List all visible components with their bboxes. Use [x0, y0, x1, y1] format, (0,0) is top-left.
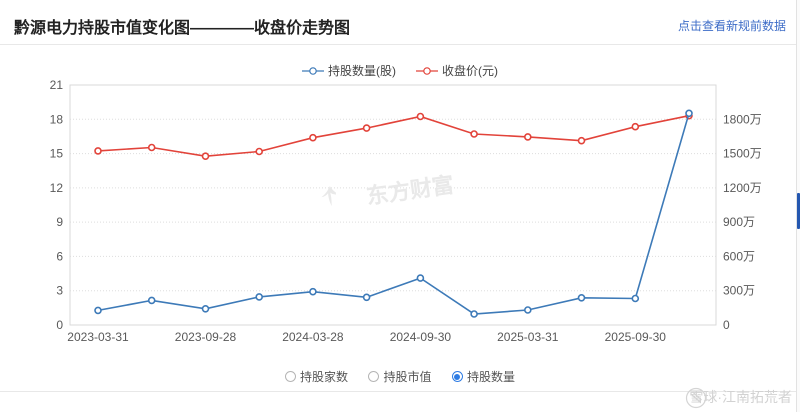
svg-text:18: 18: [50, 112, 64, 126]
svg-text:2025-03-31: 2025-03-31: [497, 330, 559, 344]
svg-text:2025-09-30: 2025-09-30: [605, 330, 667, 344]
svg-text:900万: 900万: [723, 215, 755, 229]
svg-text:21: 21: [50, 78, 64, 92]
svg-text:12: 12: [50, 181, 64, 195]
svg-text:2023-03-31: 2023-03-31: [67, 330, 129, 344]
svg-text:2023-09-28: 2023-09-28: [175, 330, 237, 344]
svg-text:3: 3: [56, 284, 63, 298]
svg-text:6: 6: [56, 249, 63, 263]
svg-text:600万: 600万: [723, 249, 755, 263]
svg-text:300万: 300万: [723, 284, 755, 298]
svg-text:1500万: 1500万: [723, 147, 762, 161]
svg-text:0: 0: [723, 318, 730, 332]
svg-text:1800万: 1800万: [723, 112, 762, 126]
svg-text:2024-09-30: 2024-09-30: [390, 330, 452, 344]
svg-text:2024-03-28: 2024-03-28: [282, 330, 344, 344]
svg-text:0: 0: [56, 318, 63, 332]
svg-text:1200万: 1200万: [723, 181, 762, 195]
svg-text:15: 15: [50, 147, 64, 161]
svg-text:9: 9: [56, 215, 63, 229]
